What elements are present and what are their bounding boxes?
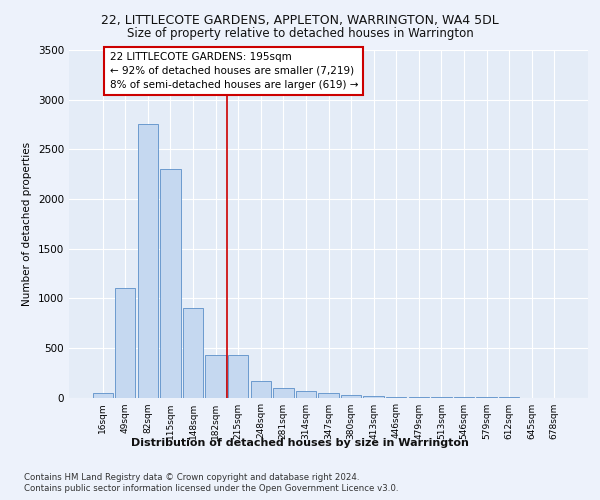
Bar: [341, 394, 361, 398]
Y-axis label: Number of detached properties: Number of detached properties: [22, 142, 32, 306]
Text: Distribution of detached houses by size in Warrington: Distribution of detached houses by size …: [131, 438, 469, 448]
Bar: [92, 392, 113, 398]
Bar: [228, 355, 248, 398]
Bar: [251, 380, 271, 398]
Bar: [183, 308, 203, 398]
Bar: [386, 396, 406, 398]
Bar: [273, 388, 293, 398]
Bar: [115, 288, 136, 398]
Text: 22 LITTLECOTE GARDENS: 195sqm
← 92% of detached houses are smaller (7,219)
8% of: 22 LITTLECOTE GARDENS: 195sqm ← 92% of d…: [110, 52, 358, 90]
Bar: [160, 169, 181, 398]
Bar: [364, 396, 384, 398]
Text: 22, LITTLECOTE GARDENS, APPLETON, WARRINGTON, WA4 5DL: 22, LITTLECOTE GARDENS, APPLETON, WARRIN…: [101, 14, 499, 27]
Bar: [296, 390, 316, 398]
Bar: [319, 392, 338, 398]
Bar: [138, 124, 158, 398]
Text: Contains HM Land Registry data © Crown copyright and database right 2024.: Contains HM Land Registry data © Crown c…: [24, 472, 359, 482]
Text: Size of property relative to detached houses in Warrington: Size of property relative to detached ho…: [127, 28, 473, 40]
Text: Contains public sector information licensed under the Open Government Licence v3: Contains public sector information licen…: [24, 484, 398, 493]
Bar: [205, 355, 226, 398]
